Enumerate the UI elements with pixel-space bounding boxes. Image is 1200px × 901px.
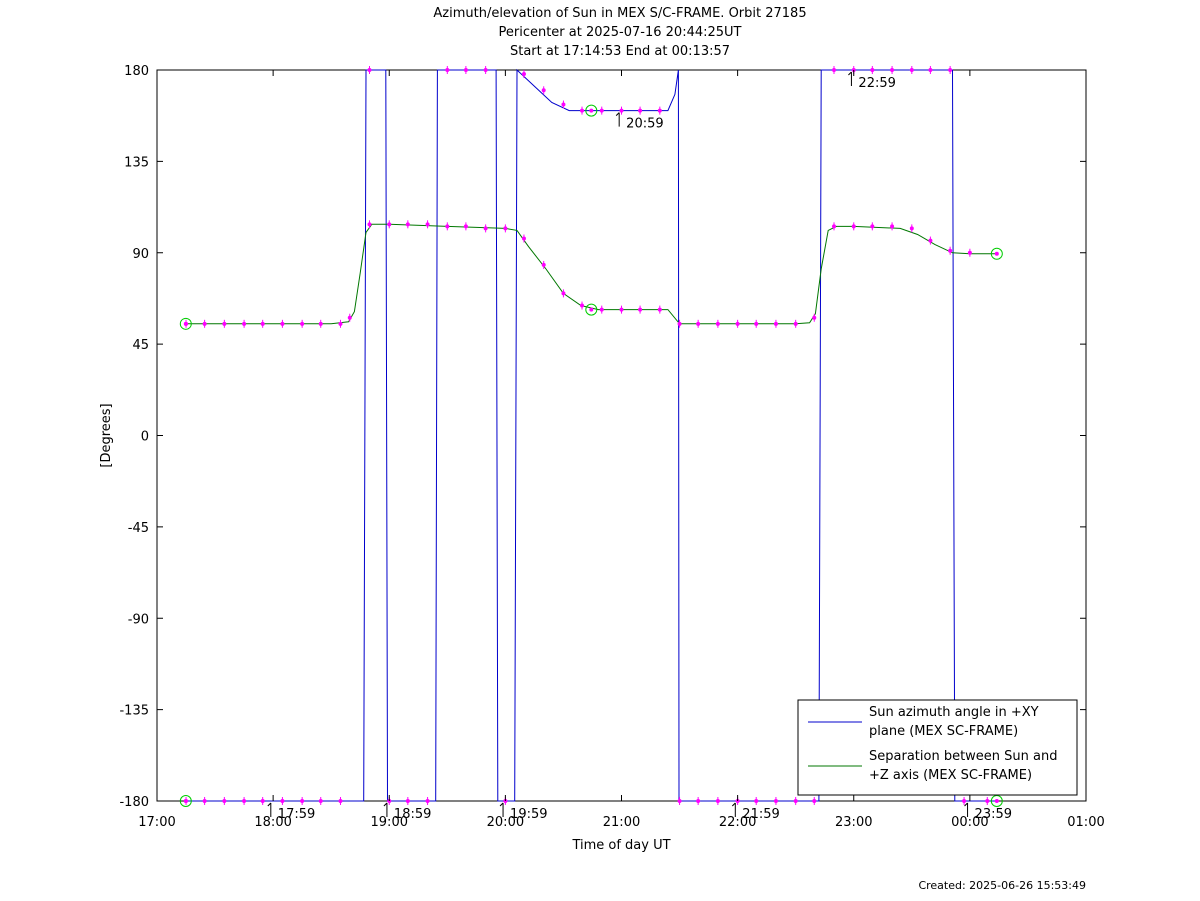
series-lines [185, 68, 997, 802]
series-line-separation [185, 223, 997, 325]
y-tick-label: 135 [124, 155, 149, 170]
series-line-azimuth [185, 68, 997, 802]
hour-tick-mark [383, 802, 388, 807]
hour-tick-mark [731, 802, 736, 807]
legend: Sun azimuth angle in +XY plane (MEX SC-FR… [797, 699, 1078, 796]
hour-annotation-label: 20:59 [626, 117, 663, 132]
x-tick-label: 20:00 [487, 815, 524, 830]
hour-annotation-label: 19:59 [510, 807, 547, 822]
created-timestamp: Created: 2025-06-26 15:53:49 [918, 879, 1086, 892]
chart-title-line: Pericenter at 2025-07-16 20:44:25UT [498, 25, 741, 40]
circle-marker [990, 247, 1003, 260]
legend-label: Separation between Sun and [869, 749, 1057, 764]
x-tick-label: 01:00 [1067, 815, 1104, 830]
x-tick-label: 22:00 [719, 815, 756, 830]
legend-label: +Z axis (MEX SC-FRAME) [869, 768, 1032, 783]
y-tick-label: -135 [119, 704, 149, 719]
y-axis-label: [Degrees] [99, 403, 114, 467]
circle-marker-center [994, 251, 999, 256]
data-markers [184, 66, 990, 805]
chart-title-line: Start at 17:14:53 End at 00:13:57 [510, 44, 730, 59]
y-tick-label: 45 [132, 338, 149, 353]
circle-marker-center [994, 799, 999, 803]
x-tick-label: 23:00 [835, 815, 872, 830]
circle-marker [179, 795, 192, 807]
hour-annotation-label: 22:59 [858, 76, 895, 91]
plot-area: 17:59 18:59 19:59 20:59 21:59 22:59 23:59 [156, 66, 1087, 822]
hour-annotation-label: 18:59 [394, 807, 431, 822]
circle-marker-center [183, 321, 188, 326]
hour-tick-mark [964, 802, 968, 807]
circle-marker-center [589, 108, 594, 113]
y-tick-label: 0 [141, 430, 149, 445]
y-tick-label: 90 [132, 247, 149, 262]
circle-marker [585, 303, 598, 316]
x-axis-label: Time of day UT [571, 838, 670, 853]
x-tick-label: 21:00 [603, 815, 640, 830]
legend-label: plane (MEX SC-FRAME) [869, 724, 1018, 739]
circle-marker [585, 104, 598, 117]
circle-marker-center [183, 799, 188, 803]
y-tick-label: -90 [128, 612, 149, 627]
hour-annotation-label: 17:59 [278, 807, 315, 822]
x-tick-label: 17:00 [138, 815, 175, 830]
legend-box [797, 699, 1078, 796]
y-axis: 180 135 90 45 0 -45 -90 -135 -180 [119, 64, 1086, 810]
x-tick-label: 19:00 [371, 815, 408, 830]
hour-tick-mark [499, 802, 504, 807]
chart-title-line: Azimuth/elevation of Sun in MEX S/C-FRAM… [433, 6, 806, 21]
legend-label: Sun azimuth angle in +XY [869, 705, 1039, 720]
hour-tick-mark [615, 112, 620, 116]
hour-tick-mark [848, 71, 852, 76]
y-tick-label: 180 [124, 64, 149, 79]
hour-tick-mark [267, 802, 272, 807]
chart-title: Azimuth/elevation of Sun in MEX S/C-FRAM… [433, 6, 806, 59]
plot-frame [156, 69, 1087, 802]
circle-marker-center [589, 307, 594, 312]
hour-annotation-label: 21:59 [742, 807, 779, 822]
y-tick-label: -180 [119, 795, 149, 810]
y-tick-label: -45 [128, 521, 149, 536]
hour-annotations: 17:59 18:59 19:59 20:59 21:59 22:59 23:59 [267, 71, 1012, 822]
x-axis: 17:00 18:00 19:00 20:00 21:00 22:00 23:00 00:00… [138, 70, 1105, 830]
hour-annotation-label: 23:59 [975, 807, 1012, 822]
circle-marker [179, 317, 192, 330]
x-tick-label: 00:00 [951, 815, 988, 830]
x-tick-label: 18:00 [254, 815, 291, 830]
